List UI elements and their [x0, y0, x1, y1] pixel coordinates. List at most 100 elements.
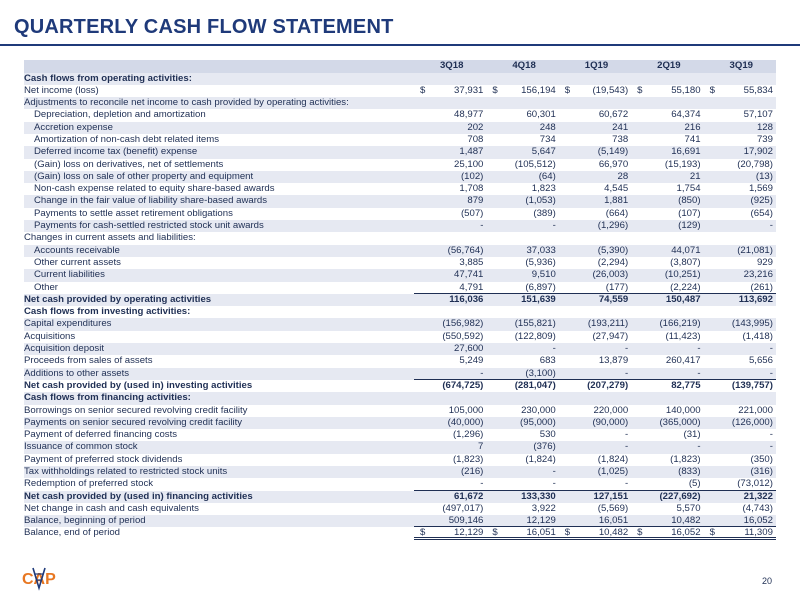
value-cell: 61,672 — [414, 491, 486, 503]
cell-value: 3,922 — [531, 502, 556, 514]
cell-value: - — [480, 220, 484, 232]
cell-value: 37,931 — [454, 84, 484, 96]
currency-symbol — [565, 269, 573, 281]
cell-value — [645, 73, 700, 85]
value-cell: (654) — [704, 208, 776, 220]
table-row: Net cash provided by (used in) investing… — [24, 380, 776, 392]
table-row: Balance, beginning of period 509,146 12,12… — [24, 515, 776, 528]
cell-value: (1,418) — [742, 330, 773, 342]
currency-symbol: $ — [564, 527, 571, 539]
value-cell: 739 — [704, 134, 776, 146]
cell-value: 1,569 — [748, 183, 773, 195]
value-cell — [559, 73, 631, 85]
value-cell: 128 — [704, 122, 776, 134]
cell-value: (376) — [533, 441, 556, 453]
cell-value: (1,823) — [670, 453, 701, 465]
value-cell: (281,047) — [486, 380, 558, 392]
value-cell: - — [703, 368, 776, 380]
value-cell: 3,885 — [414, 257, 486, 269]
value-cell: 4,545 — [559, 183, 631, 195]
currency-symbol — [420, 159, 428, 171]
cell-value: 133,330 — [521, 490, 556, 502]
value-cell: - — [631, 343, 703, 355]
value-cell: $11,309 — [703, 527, 776, 540]
cell-value: 7 — [478, 441, 484, 453]
value-cell: (90,000) — [559, 417, 631, 429]
currency-symbol — [710, 491, 718, 503]
cell-value — [718, 306, 773, 318]
cell-value: 260,417 — [665, 355, 701, 367]
value-cell: (95,000) — [486, 417, 558, 429]
currency-symbol — [710, 195, 718, 207]
cell-value: (15,193) — [664, 158, 701, 170]
header-spacer — [24, 60, 414, 73]
cell-value: (95,000) — [520, 416, 556, 428]
value-cell: 12,129 — [486, 515, 559, 528]
value-cell — [631, 232, 703, 244]
cell-value — [500, 73, 555, 85]
cell-value — [500, 306, 555, 318]
value-cell — [704, 392, 776, 404]
currency-symbol — [710, 515, 718, 526]
value-cell — [631, 392, 703, 404]
cell-value: (850) — [678, 195, 701, 207]
currency-symbol — [565, 441, 573, 453]
currency-symbol — [710, 331, 718, 343]
currency-symbol — [637, 368, 645, 379]
currency-symbol — [637, 134, 645, 146]
value-cell: - — [558, 368, 632, 380]
cell-value — [428, 73, 483, 85]
row-label: Current liabilities — [34, 269, 105, 281]
currency-symbol — [637, 220, 645, 232]
cell-value: - — [624, 441, 629, 453]
cell-value: 683 — [539, 355, 556, 367]
cell-value: 17,902 — [743, 146, 773, 158]
cell-value: 61,672 — [454, 490, 484, 502]
cell-value: 48,977 — [454, 109, 484, 121]
cell-value: 241 — [612, 121, 629, 133]
cell-value: 47,741 — [454, 269, 484, 281]
currency-symbol — [492, 232, 500, 244]
value-cell: 57,107 — [704, 109, 776, 121]
value-cell: (4,743) — [704, 503, 776, 515]
table-row: Acquisition deposit 27,600 - - - - — [24, 343, 776, 356]
currency-symbol — [637, 257, 645, 269]
cell-value — [573, 232, 628, 244]
cell-value: 37,033 — [526, 244, 556, 256]
table-row: Borrowings on senior secured revolving c… — [24, 405, 776, 417]
cell-value: 3,885 — [459, 256, 484, 268]
currency-symbol — [637, 245, 645, 257]
cell-value: - — [697, 343, 701, 355]
cell-value: (507) — [460, 207, 484, 219]
row-label: Cash flows from financing activities: — [24, 392, 191, 404]
table-row: Payments for cash-settled restricted sto… — [24, 220, 776, 233]
currency-symbol — [565, 478, 573, 489]
value-cell: (107) — [631, 208, 703, 220]
row-label: Proceeds from sales of assets — [24, 355, 153, 367]
cell-value: (56,764) — [447, 244, 484, 256]
currency-symbol — [565, 232, 573, 244]
currency-symbol — [637, 122, 645, 134]
cell-value: 1,823 — [531, 183, 556, 195]
currency-symbol — [492, 355, 500, 367]
currency-symbol — [565, 134, 573, 146]
cell-value: 140,000 — [665, 404, 701, 416]
currency-symbol — [637, 466, 645, 478]
value-cell: (166,219) — [631, 318, 703, 330]
cell-value: 202 — [467, 121, 484, 133]
currency-symbol — [420, 97, 428, 109]
currency-symbol — [710, 478, 718, 489]
value-cell: (550,592) — [414, 331, 486, 343]
cell-value — [718, 73, 773, 85]
currency-symbol — [637, 232, 645, 244]
currency-symbol — [420, 183, 428, 195]
row-label: Payments to settle asset retirement obli… — [34, 207, 233, 219]
currency-symbol — [710, 257, 718, 269]
currency-symbol — [492, 405, 500, 417]
currency-symbol — [565, 306, 573, 318]
currency-symbol — [420, 146, 428, 158]
value-cell: 66,970 — [559, 159, 631, 171]
currency-symbol — [492, 257, 500, 269]
currency-symbol — [710, 146, 718, 158]
currency-symbol — [420, 245, 428, 257]
